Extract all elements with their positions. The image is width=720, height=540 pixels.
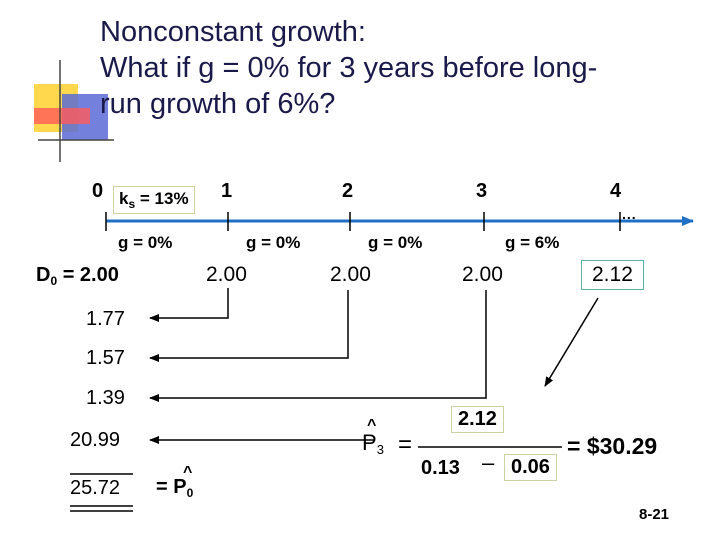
dividend-4: 2.12: [581, 260, 644, 290]
growth-label-3: g = 0%: [368, 233, 423, 252]
discount-rate-box: ks = 13%: [113, 186, 195, 214]
d0-subscript: 0: [50, 274, 58, 288]
growth-label-4: g = 6%: [505, 233, 560, 252]
d4-arrow: [544, 297, 599, 387]
title-line-3: run growth of 6%?: [100, 88, 336, 120]
pv-value-1: 1.77: [86, 308, 125, 330]
formula-numerator: 2.12: [451, 406, 504, 433]
formula-denominator-a: 0.13: [421, 457, 460, 479]
dividend-0: D0 = 2.00: [36, 264, 119, 288]
d0-value: = 2.00: [57, 264, 119, 286]
p3-subscript: 3: [376, 442, 384, 457]
title-line-1: Nonconstant growth:: [100, 16, 366, 48]
ks-symbol: k: [119, 189, 129, 208]
pv-value-4: 20.99: [70, 429, 121, 451]
pv-value-2: 1.57: [86, 347, 125, 369]
growth-label-1: g = 0%: [118, 233, 173, 252]
time-label-1: 1: [221, 180, 233, 202]
p3-hat-icon: ^: [367, 417, 377, 434]
dividend-2: 2.00: [330, 263, 371, 286]
time-label-3: 3: [476, 180, 488, 202]
pv-arrow-1: [149, 288, 229, 322]
dividend-1: 2.00: [206, 263, 247, 286]
price-p0: = P0: [156, 476, 193, 500]
price-p3: P3: [362, 430, 384, 457]
formula-result: = $30.29: [567, 433, 658, 459]
p0-hat-icon: ^: [183, 464, 193, 481]
pv-total: 25.72: [70, 477, 121, 499]
p0-subscript: 0: [186, 486, 194, 500]
time-label-0: 0: [92, 180, 104, 202]
slide-number: 8-21: [639, 506, 670, 523]
formula-denominator-b: 0.06: [504, 454, 557, 481]
formula-minus: –: [482, 450, 495, 475]
ks-value: = 13%: [135, 189, 189, 208]
p3-equals: =: [398, 431, 413, 458]
pv-arrow-2: [149, 290, 349, 362]
corner-logo-icon: [34, 60, 114, 162]
pv-value-3: 1.39: [86, 387, 125, 409]
dividend-3: 2.00: [462, 263, 503, 286]
pv-arrow-3: [149, 290, 487, 402]
time-label-2: 2: [342, 180, 354, 202]
time-label-4: 4: [610, 180, 622, 202]
p3-symbol: P: [362, 430, 377, 455]
title-line-2: What if g = 0% for 3 years before long-: [100, 52, 598, 84]
p0-label: = P: [156, 476, 187, 498]
ks-subscript: s: [128, 197, 136, 211]
d0-symbol: D: [36, 264, 51, 286]
slide-title: Nonconstant growth: What if g = 0% for 3…: [100, 14, 700, 122]
timeline-continuation: ...: [622, 206, 637, 222]
growth-label-2: g = 0%: [246, 233, 301, 252]
